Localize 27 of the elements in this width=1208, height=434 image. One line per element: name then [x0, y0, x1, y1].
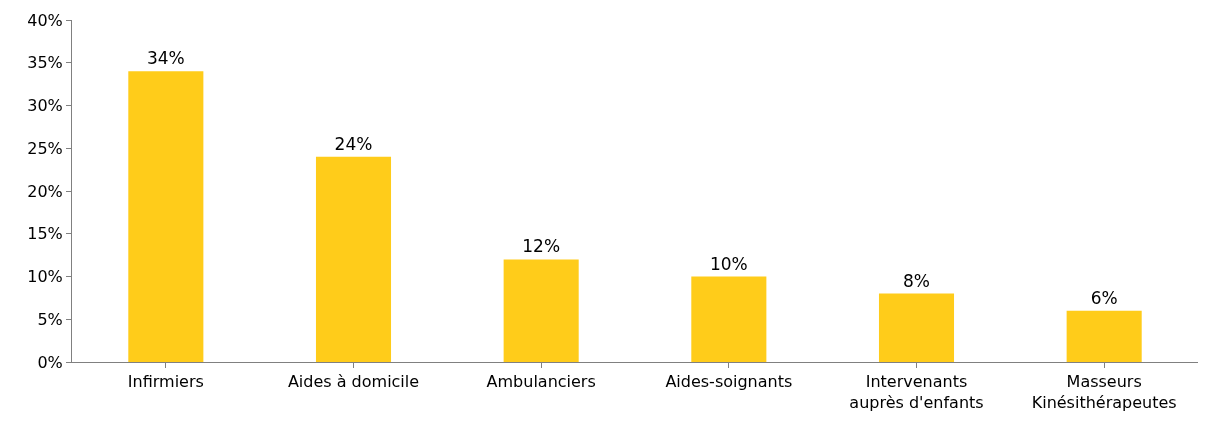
bar: [503, 259, 579, 362]
y-tick-label: 0%: [37, 352, 63, 372]
y-tick-label: 20%: [27, 181, 63, 201]
y-tick-label: 25%: [27, 138, 63, 158]
data-label: 8%: [903, 270, 930, 291]
x-tick-label: Intervenants auprès d'enfants: [849, 372, 984, 412]
y-tick-label: 30%: [27, 96, 63, 116]
bar: [691, 276, 767, 362]
x-tick-label: Aides-soignants: [665, 372, 793, 392]
y-tick-label: 35%: [27, 53, 63, 73]
data-label: 12%: [522, 236, 561, 257]
x-tick-label: Masseurs Kinésithérapeutes: [1031, 372, 1177, 412]
data-label: 6%: [1090, 287, 1118, 308]
data-label: 10%: [709, 253, 748, 274]
y-tick-label: 40%: [27, 10, 63, 30]
bar: [878, 293, 955, 362]
x-tick-label: Ambulanciers: [486, 372, 596, 392]
x-tick-label: Infirmiers: [127, 372, 204, 392]
y-tick-label: 10%: [27, 267, 63, 287]
bar: [128, 71, 204, 362]
data-label: 34%: [146, 48, 185, 69]
data-label: 24%: [334, 133, 373, 154]
bar: [315, 156, 392, 362]
bar: [1066, 310, 1142, 362]
y-tick-label: 15%: [27, 224, 63, 244]
x-tick-label: Aides à domicile: [287, 372, 420, 392]
y-tick-label: 5%: [37, 309, 63, 329]
